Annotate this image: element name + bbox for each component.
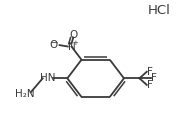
Text: +: + <box>72 40 78 46</box>
Text: −: − <box>50 37 57 46</box>
Text: HN: HN <box>40 73 56 83</box>
Text: F: F <box>147 80 153 90</box>
Text: O: O <box>49 40 58 50</box>
Text: H₂N: H₂N <box>15 89 34 99</box>
Text: O: O <box>69 30 77 40</box>
Text: N: N <box>68 41 75 52</box>
Text: F: F <box>151 73 157 83</box>
Text: F: F <box>147 67 153 77</box>
Text: HCl: HCl <box>148 4 171 17</box>
